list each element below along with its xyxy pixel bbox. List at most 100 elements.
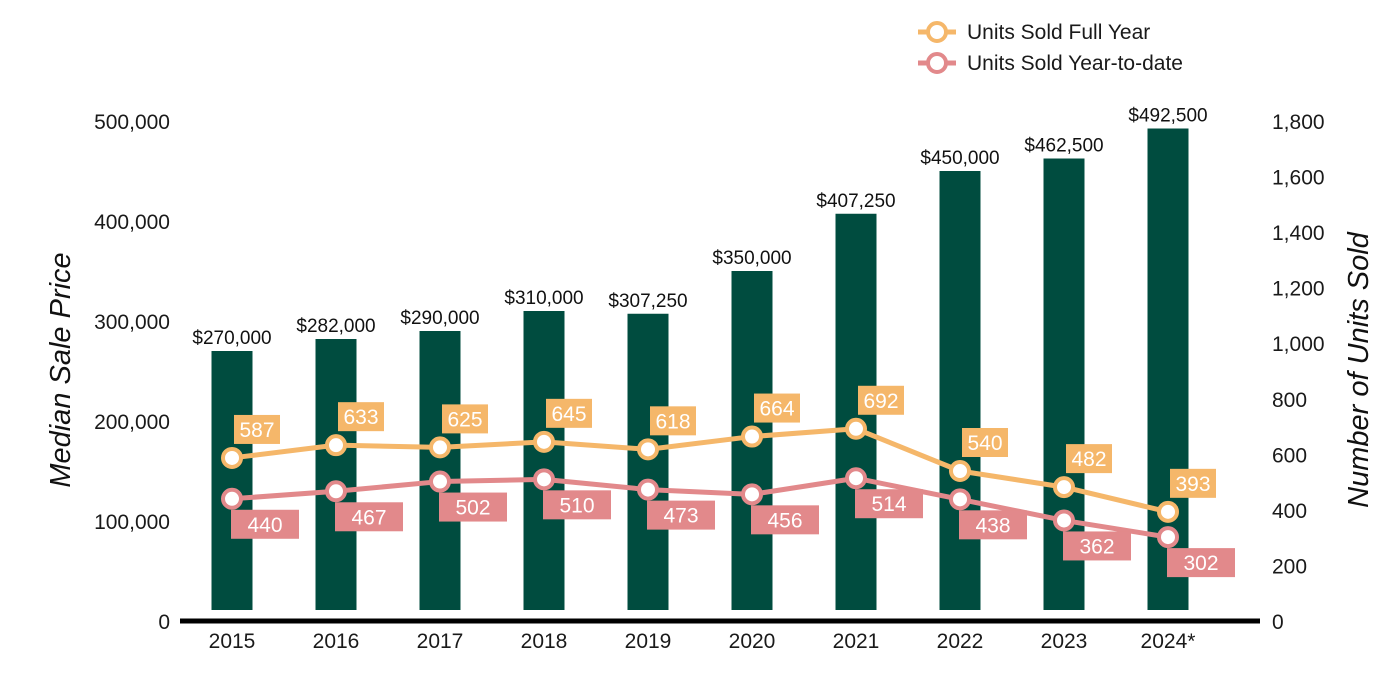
- right-tick-label: 400: [1272, 500, 1307, 523]
- right-tick-label: 200: [1272, 555, 1307, 578]
- series-point: [1053, 509, 1075, 532]
- legend-item-year-to-date: Units Sold Year-to-date: [918, 52, 1183, 75]
- point-value-label: 633: [343, 406, 378, 429]
- series-point: [637, 438, 659, 461]
- bar-value-label: $492,500: [1128, 106, 1207, 127]
- right-tick-label: 1,800: [1272, 111, 1325, 134]
- point-value-label: 692: [863, 390, 898, 413]
- x-tick-label: 2022: [937, 630, 984, 653]
- bar-value-label: $270,000: [192, 328, 271, 349]
- x-tick-label: 2019: [625, 630, 672, 653]
- left-axis-title: Median Sale Price: [45, 252, 77, 487]
- point-label-box: [439, 492, 507, 522]
- right-tick-label: 600: [1272, 444, 1307, 467]
- left-tick-label: 300,000: [94, 311, 170, 334]
- point-value-label: 393: [1175, 473, 1210, 496]
- series-point: [1157, 500, 1179, 523]
- point-value-label: 473: [663, 505, 698, 528]
- series-point: [221, 446, 243, 469]
- point-value-label: 645: [551, 403, 586, 426]
- legend-marker-year-to-date: [926, 52, 948, 74]
- point-value-label: 456: [767, 509, 802, 532]
- bar: [939, 171, 981, 610]
- point-value-label: 664: [759, 398, 794, 421]
- series-point: [221, 487, 243, 510]
- x-tick-label: 2020: [729, 630, 776, 653]
- legend: Units Sold Full Year Units Sold Year-to-…: [918, 21, 1183, 75]
- point-label-box: [647, 500, 715, 530]
- bar: [523, 311, 565, 610]
- legend-label-year-to-date: Units Sold Year-to-date: [967, 52, 1183, 75]
- point-label-box: [858, 385, 904, 415]
- point-label-box: [543, 490, 611, 520]
- point-label-box: [338, 402, 384, 432]
- bar: [211, 351, 253, 610]
- point-label-box: [751, 505, 819, 535]
- bar-value-label: $350,000: [712, 248, 791, 269]
- point-label-layer: 587 633 625 645 618 664 692 540 482 393 440 467 502 5…: [231, 385, 1235, 578]
- point-label-box: [959, 510, 1027, 540]
- point-label-box: [1066, 444, 1112, 474]
- point-label-box: [1063, 531, 1131, 561]
- bar-value-label: $290,000: [400, 308, 479, 329]
- right-tick-label: 1,600: [1272, 167, 1325, 190]
- x-tick-label: 2015: [209, 630, 256, 653]
- bar-value-label: $282,000: [296, 316, 375, 337]
- series-point: [429, 436, 451, 459]
- right-tick-label: 0: [1272, 611, 1284, 634]
- series-point: [1157, 526, 1179, 549]
- point-label-box: [855, 489, 923, 519]
- bar-value-label: $462,500: [1024, 136, 1103, 157]
- point-label-box: [546, 398, 592, 428]
- point-label-box: [234, 414, 280, 444]
- point-value-label: 302: [1183, 552, 1218, 575]
- left-tick-label: 400,000: [94, 211, 170, 234]
- right-axis-ticks: 0 200 400 600 800 1,000 1,200 1,400 1,600 1,800: [1272, 111, 1325, 634]
- series-point: [533, 468, 555, 491]
- legend-label-full-year: Units Sold Full Year: [967, 21, 1150, 44]
- point-value-label: 502: [455, 497, 490, 520]
- point-value-label: 587: [239, 419, 274, 442]
- left-tick-label: 0: [158, 611, 170, 634]
- point-label-box: [754, 393, 800, 423]
- series-line: [231, 426, 1169, 515]
- series-point: [325, 434, 347, 457]
- legend-marker-full-year: [926, 21, 948, 43]
- left-axis-ticks: 0 100,000 200,000 300,000 400,000 500,000: [94, 111, 170, 634]
- series-point: [429, 470, 451, 493]
- point-value-label: 467: [351, 506, 386, 529]
- series-point: [741, 483, 763, 506]
- series-point: [949, 460, 971, 482]
- right-tick-label: 800: [1272, 389, 1307, 412]
- series-line: [231, 475, 1169, 540]
- point-value-label: 440: [247, 514, 282, 537]
- point-value-label: 362: [1079, 535, 1114, 558]
- point-value-label: 514: [871, 493, 906, 516]
- x-tick-label: 2024*: [1141, 630, 1196, 653]
- series-point: [325, 480, 347, 503]
- x-tick-label: 2018: [521, 630, 568, 653]
- right-tick-label: 1,000: [1272, 333, 1325, 356]
- left-tick-label: 200,000: [94, 411, 170, 434]
- point-label-box: [650, 406, 696, 436]
- point-label-box: [442, 404, 488, 434]
- series-point: [845, 417, 867, 440]
- series-point: [637, 478, 659, 501]
- series-point: [533, 430, 555, 453]
- series-point: [741, 425, 763, 448]
- point-value-label: 510: [559, 494, 594, 517]
- x-tick-label: 2016: [313, 630, 360, 653]
- bar: [419, 331, 461, 610]
- x-tick-label: 2021: [833, 630, 880, 653]
- bar-value-label: $307,250: [608, 291, 687, 312]
- point-value-label: 438: [975, 514, 1010, 537]
- point-label-box: [1167, 548, 1235, 578]
- point-label-box: [1170, 468, 1216, 498]
- point-value-label: 540: [967, 432, 1002, 455]
- bar-value-label: $310,000: [504, 288, 583, 309]
- point-value-label: 482: [1071, 448, 1106, 471]
- right-tick-label: 1,200: [1272, 278, 1325, 301]
- point-label-box: [335, 502, 403, 532]
- right-axis-title: Number of Units Sold: [1343, 231, 1375, 507]
